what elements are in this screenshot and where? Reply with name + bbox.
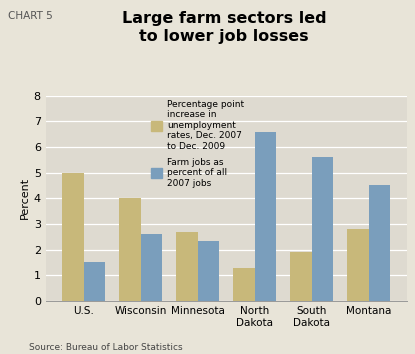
Bar [198,241,220,301]
Bar [119,198,141,301]
Legend: Percentage point
increase in
unemployment
rates, Dec. 2007
to Dec. 2009, Farm jo: Percentage point increase in unemploymen… [151,100,244,188]
Bar [347,229,369,301]
Bar [290,252,312,301]
Bar [369,185,390,301]
Bar [62,172,84,301]
Bar [176,232,198,301]
Bar [233,268,255,301]
Bar [255,132,276,301]
Y-axis label: Percent: Percent [20,177,29,219]
Text: CHART 5: CHART 5 [8,11,53,21]
Bar [84,262,105,301]
Bar [141,234,162,301]
Text: Large farm sectors led
to lower job losses: Large farm sectors led to lower job loss… [122,11,327,44]
Bar [312,157,333,301]
Text: Source: Bureau of Labor Statistics: Source: Bureau of Labor Statistics [29,343,183,352]
